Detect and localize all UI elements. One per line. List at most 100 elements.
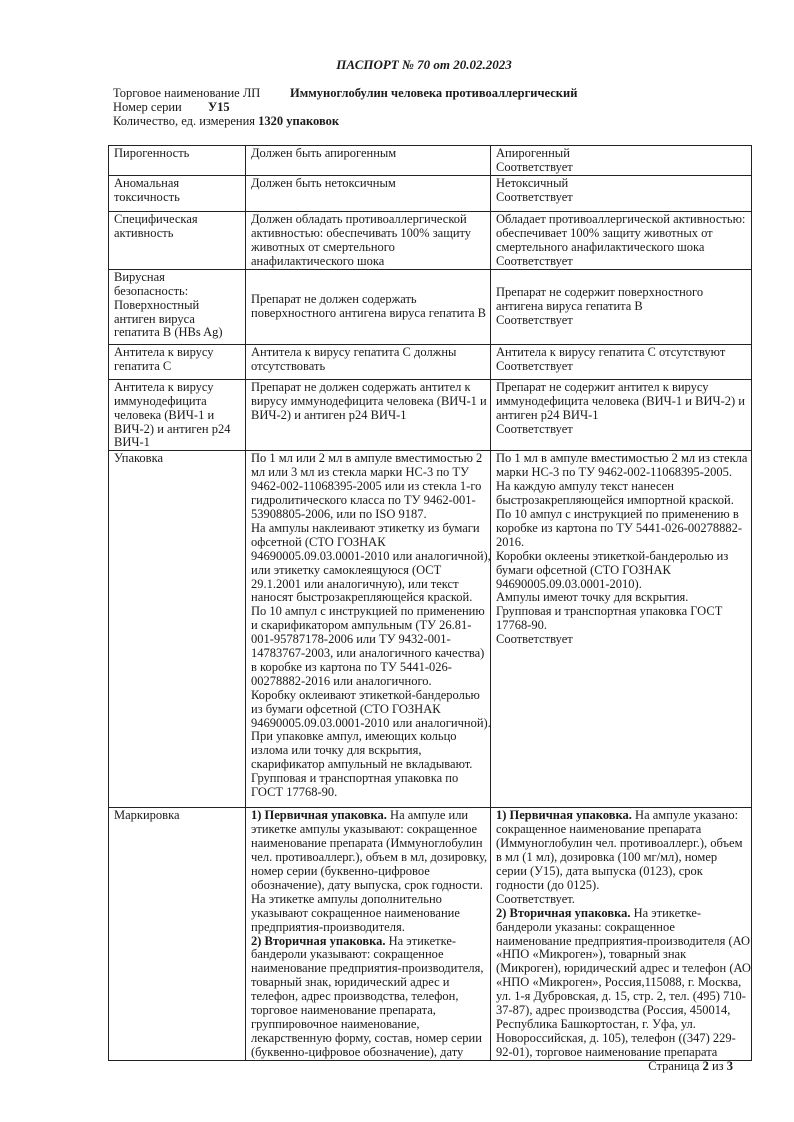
cell-line: (Микроген), юридический адрес и телефон … [496,961,751,976]
cell-line: токсичность [114,189,180,204]
line-text: На этикетке- [385,933,457,948]
cell-line: товарный знак, юридический адрес и [251,975,450,990]
cell-line: поверхностного антигена вируса гепатита … [251,306,486,321]
cell-line: офсетной (СТО ГОЗНАК [251,534,386,549]
cell-line: чел. противоаллерг.), объем в мл, дозиро… [251,850,488,865]
cell-line: быстрозакрепляющейся импортной краской. [496,493,734,508]
cell-line: в мл (1 мл), дозировка (100 мг/мл), номе… [496,850,718,865]
cell-line: лекарственную форму, состав, номер серии [251,1030,482,1045]
cell-line: Соответствует. [496,891,575,906]
cell-line: телефон, адрес производства, телефон, [251,989,459,1004]
cell-line: в коробке из картона по ТУ 5441-026- [251,659,452,674]
requirement-cell: 1) Первичная упаковка. На ампуле или этик… [245,807,491,1061]
cell-line: 92-01), торговое наименование препарата [496,1044,718,1059]
cell-line: По 1 мл или 2 мл в ампуле вместимостью 2 [251,451,483,466]
parameter-cell: Вирусная безопасность: Поверхностный антиге… [108,268,246,345]
result-cell: Препарат не содержит поверхностного антиг… [490,268,752,345]
table-row: Упаковка По 1 мл или 2 мл в ампуле вмести… [108,450,752,809]
cell-line: 17768-90. [496,618,548,633]
cell-line: человека (ВИЧ-1 и [114,407,215,422]
cell-line: ВИЧ-1 [114,435,150,450]
cell-line: 2) Вторичная упаковка. На этикетке- [496,905,746,921]
bold-heading: 2) Вторичная упаковка. [251,933,386,948]
cell-line: На ампулы наклеивают этикетку из бумаги [251,520,480,535]
cell-line: коробке из картона по ТУ 5441-026-002788… [496,520,743,535]
cell-line: безопасность: [114,283,189,298]
cell-line: годности (до 0125). [496,877,600,892]
cell-line: Республика Башкортостан, г. Уфа, ул. [496,1016,696,1031]
cell-line: наименование предприятия-производителя, [251,961,484,976]
cell-line: 53908805-2006, или по ISO 9187. [251,506,427,521]
cell-line: Ампулы имеют точку для вскрытия. [496,590,689,605]
cell-line: Вирусная [114,269,165,284]
cell-line: Соответствует [496,159,573,174]
cell-line: гидролитического класса по ТУ 9462-001- [251,493,476,508]
cell-line: Антитела к вирусу гепатита С отсутствуют [496,344,726,359]
cell-line: На каждую ампулу текст нанесен [496,479,674,494]
cell-line: бумаги офсетной (СТО ГОЗНАК [496,562,671,577]
result-cell: Апирогенный Соответствует [490,145,752,176]
cell-line: (буквенно-цифровое обозначение), дату [251,1044,464,1059]
parameter-cell: Упаковка [108,450,246,809]
cell-line: бандероли указаны: сокращенное [496,919,675,934]
cell-line: 94690005.09.03.0001-2010). [496,576,642,591]
table-row: Специфическая активность Должен обладать п… [108,210,752,270]
bold-heading: 1) Первичная упаковка. [251,808,387,823]
table-row: Вирусная безопасность: Поверхностный антиге… [108,268,752,345]
page-number: Страница 2 из 3 [648,1059,733,1074]
cell-line: или этикетку самоклеящуюся (ОСТ [251,562,442,577]
cell-line: ГОСТ 17768-90. [251,785,338,800]
cell-line: Соответствует [496,313,573,328]
cell-line: 001-95787178-2006 или ТУ 9432-001- [251,632,451,647]
parameter-cell: Специфическая активность [108,210,246,270]
cell-line: этикетке ампулы указывают: сокращенное [251,822,478,837]
cell-line: На этикетке ампулы дополнительно [251,891,442,906]
parameter-cell: Аномальная токсичность [108,174,246,212]
cell-line: Групповая и транспортная упаковка ГОСТ [496,604,723,619]
cell-line: «НПО «Микроген»), товарный знак [496,947,687,962]
cell-line: отсутствовать [251,358,326,373]
cell-line: По 10 ампул с инструкцией по применению [251,604,485,619]
cell-line: Антитела к вирусу [114,344,214,359]
cell-line: 2) Вторичная упаковка. На этикетке- [251,933,485,949]
bold-heading: 2) Вторичная упаковка. [496,905,631,920]
cell-line: Новороссийская, д. 105), телефон ((347) … [496,1030,736,1045]
result-cell: 1) Первичная упаковка. На ампуле указано… [490,807,752,1061]
cell-line: Соответствует [496,632,573,647]
page-label: Страница [648,1059,700,1073]
cell-line: Аномальная [114,175,180,190]
cell-line: ул. 1-я Дубровская, д. 15, стр. 2, тел. … [496,989,746,1004]
cell-line: наименование предприятия-производителя (… [496,933,751,948]
cell-line: иммунодефицита человека (ВИЧ-1 и ВИЧ-2) … [496,393,745,408]
cell-line: наименование препарата (Иммуноглобулин [251,836,483,851]
cell-line: Поверхностный [114,297,200,312]
cell-line: активность [114,225,174,240]
cell-line: из бумаги офсетной (СТО ГОЗНАК [251,701,441,716]
cell-line: 1) Первичная упаковка. На ампуле указано… [496,809,746,823]
document-title: ПАСПОРТ № 70 от 20.02.2023 [336,57,512,72]
page-current: 2 [702,1059,709,1073]
table-row: Антитела к вирусу гепатита С Антитела к ви… [108,343,752,380]
cell-line: Коробку оклеивают этикеткой-бандеролью [251,687,480,702]
requirement-cell: Должен быть апирогенным [245,145,491,176]
cell-line: обеспечивает 100% защиту животных от [496,225,713,240]
cell-line: скарификатор ампульный не вкладывают. [251,757,473,772]
result-cell: Антитела к вирусу гепатита С отсутствуют… [490,343,752,380]
cell-line: вирусу иммунодефицита человека (ВИЧ-1 и [251,393,487,408]
cell-line: 94690005.09.03.0001-2010 или аналогичной… [251,548,491,563]
cell-line: ВИЧ-2) и антиген р24 [114,421,231,436]
cell-line: Должен обладать противоаллергической [251,211,467,226]
cell-line: «НПО «Микроген», Россия,115088, г. Москв… [496,975,742,990]
cell-line: 2016. [496,534,525,549]
series-value: У15 [208,100,230,114]
cell-line: Антитела к вирусу гепатита С должны [251,344,457,359]
cell-line: Должен быть апирогенным [251,146,397,160]
line-text: На этикетке- [630,905,702,920]
cell-line: излома или точку для вскрытия, [251,743,422,758]
table-row: Маркировка 1) Первичная упаковка. На ампу… [108,807,752,1061]
requirement-cell: Препарат не должен содержать антител к ви… [245,378,491,452]
cell-line: Пирогенность [114,146,190,160]
requirement-cell: Должен быть нетоксичным [245,174,491,212]
cell-line: указывают сокращенное наименование [251,905,460,920]
page-total: 3 [726,1059,733,1073]
